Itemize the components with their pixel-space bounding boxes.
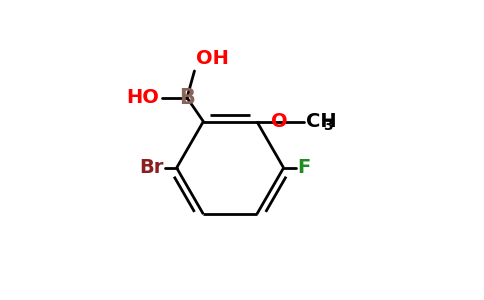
Text: OH: OH bbox=[196, 49, 229, 68]
Text: HO: HO bbox=[126, 88, 159, 107]
Text: O: O bbox=[271, 112, 287, 131]
Text: Br: Br bbox=[139, 158, 163, 177]
Text: 3: 3 bbox=[323, 119, 333, 133]
Text: B: B bbox=[179, 88, 195, 108]
Text: CH: CH bbox=[306, 112, 336, 131]
Text: F: F bbox=[297, 158, 310, 177]
